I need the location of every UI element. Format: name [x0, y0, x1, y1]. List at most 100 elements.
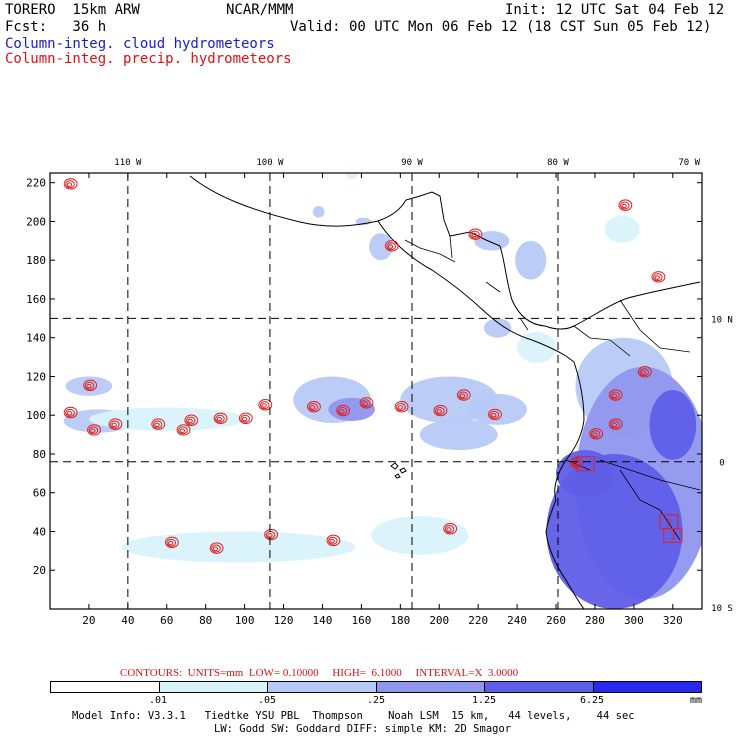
south-america-pacific-coast	[545, 361, 585, 609]
precip-contour-ring	[359, 397, 374, 409]
contour-label-box	[663, 527, 683, 543]
precip-contour-ring	[471, 232, 477, 238]
precip-contour-ring	[185, 416, 196, 425]
precip-cell	[589, 428, 604, 440]
precip-contour-ring	[108, 418, 123, 430]
precip-contour-ring	[436, 409, 442, 414]
colorbar-label-0: .01	[149, 695, 168, 706]
y-tick-label: 220	[26, 177, 46, 190]
precip-contour-ring	[456, 389, 471, 401]
precip-cell	[384, 240, 399, 252]
latlon-grid	[50, 173, 702, 609]
precip-contour-ring	[589, 428, 604, 440]
precip-cell	[63, 178, 78, 190]
latitude-label: 0	[719, 459, 724, 469]
precip-contour-ring	[621, 203, 627, 209]
precip-cell	[608, 418, 623, 430]
cloud-area	[371, 515, 469, 555]
precip-contour-ring	[238, 412, 253, 425]
precip-contour-ring	[310, 405, 316, 410]
cloud-area	[345, 173, 358, 179]
galapagos-islands	[390, 462, 407, 479]
precip-contour-ring	[178, 426, 188, 435]
y-tick-label: 160	[26, 293, 46, 306]
y-tick-label: 140	[26, 332, 46, 345]
precip-contour-ring	[590, 430, 601, 439]
cloud-area	[419, 419, 498, 451]
precip-contour-ring	[489, 410, 500, 419]
colorbar-bin-5	[593, 682, 701, 692]
x-tick-label: 40	[121, 614, 134, 627]
precip-contour-ring	[258, 399, 273, 411]
latitude-label: 10 S	[711, 604, 733, 614]
x-tick-label: 80	[199, 614, 212, 627]
precip-contour-ring	[209, 542, 224, 554]
precip-contour-ring	[387, 244, 394, 249]
latitude-label: 10 N	[711, 315, 733, 325]
precip-contour-ring	[470, 230, 480, 239]
precip-contour-ring	[65, 180, 75, 189]
precip-contour-ring	[176, 424, 191, 436]
x-tick-label: 300	[624, 614, 644, 627]
x-tick-label: 180	[390, 614, 410, 627]
precip-contour-ring	[184, 414, 199, 426]
contour-label-box	[575, 456, 595, 472]
y-tick-label: 120	[26, 370, 46, 383]
precip-contour-ring	[308, 403, 319, 412]
precip-cell	[359, 397, 374, 409]
precip-contour-ring	[654, 275, 660, 280]
precip-contour-ring	[329, 538, 335, 544]
precip-contour-ring	[65, 408, 75, 417]
y-tick-label: 100	[26, 409, 46, 422]
field-precip-title: Column-integ. precip. hydrometeors	[5, 51, 292, 67]
cloud-area	[122, 531, 356, 563]
colorbar-bin-3	[376, 682, 485, 692]
valid-time: Valid: 00 UTC Mon 06 Feb 12 (18 CST Sun …	[290, 19, 712, 35]
cloud-area	[515, 240, 547, 280]
precip-contour-ring	[212, 546, 219, 552]
precip-contour-ring	[433, 404, 448, 417]
precip-contour-ring	[444, 525, 455, 534]
precip-contour-ring	[446, 527, 452, 532]
precip-cell	[468, 228, 483, 240]
precip-cell	[176, 424, 191, 436]
precip-contour-ring	[396, 403, 406, 412]
organization: NCAR/MMM	[226, 2, 294, 18]
cloud-area	[484, 318, 512, 338]
y-tick-label: 20	[33, 564, 46, 577]
precip-contour-ring	[653, 273, 663, 282]
precip-contour-ring	[384, 240, 399, 252]
y-tick-label: 80	[33, 448, 46, 461]
precip-cell	[63, 406, 78, 419]
precip-contour-ring	[610, 391, 620, 400]
colorbar-units: mm	[690, 695, 703, 706]
precip-contour-ring	[640, 370, 647, 375]
precip-contour-ring	[619, 201, 630, 210]
init-time: Init: 12 UTC Sat 04 Feb 12	[505, 2, 725, 18]
precip-cell	[164, 536, 179, 549]
longitude-label: 90 W	[401, 158, 423, 168]
precip-contour-ring	[639, 368, 649, 377]
plot-frame	[49, 172, 703, 610]
colorbar-label-1: .05	[258, 695, 277, 706]
precip-contour-ring	[610, 420, 620, 429]
cloud-area	[649, 390, 697, 460]
precip-contour-ring	[337, 406, 348, 415]
y-tick-label: 60	[33, 487, 46, 500]
precip-contour-ring	[215, 414, 225, 423]
precip-contour-ring	[608, 389, 623, 401]
precip-contour-ring	[88, 426, 99, 435]
y-axis-ticks: 20 40 60 80 100 120 140 160 180 200 220	[26, 177, 702, 577]
longitude-label: 70 W	[678, 158, 700, 168]
precip-contour-ring	[87, 424, 101, 436]
precip-contour-ring	[394, 400, 409, 413]
colorbar-bin-2	[268, 682, 377, 692]
y-tick-label: 200	[26, 215, 46, 228]
precip-contour-ring	[152, 420, 163, 429]
precip-cell	[608, 389, 623, 401]
precip-cell	[456, 389, 471, 401]
precip-contour-ring	[261, 403, 267, 408]
colorbar-bin-4	[485, 682, 594, 692]
precip-contour-ring	[259, 401, 270, 410]
precip-contour-ring	[459, 393, 466, 399]
